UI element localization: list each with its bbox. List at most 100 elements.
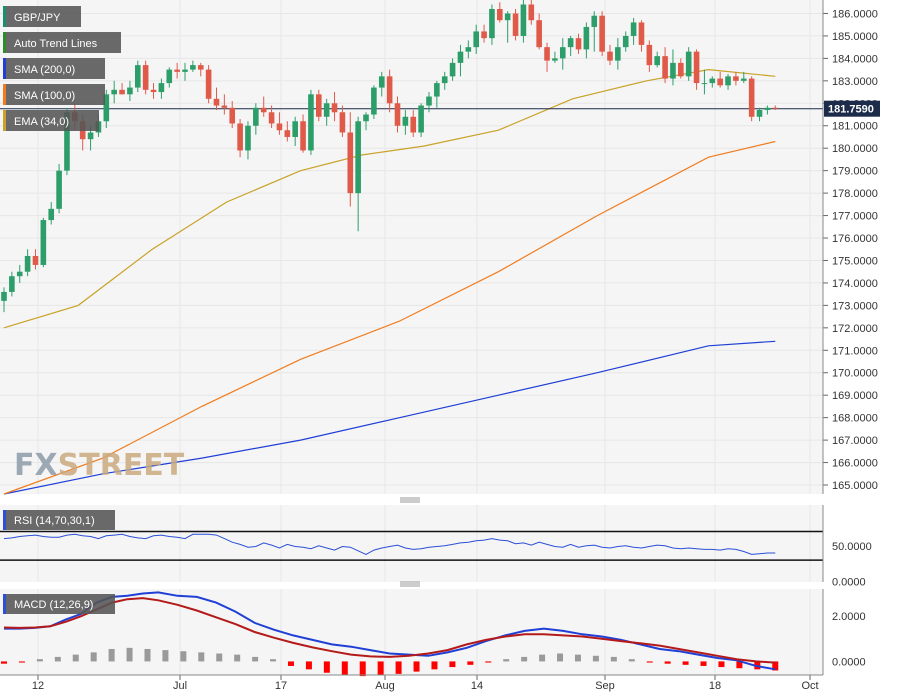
candle-body: [441, 76, 448, 84]
macd-histogram-bar: [108, 648, 115, 662]
candle-body: [520, 4, 527, 36]
price-tick-label: 176.0000: [832, 233, 878, 245]
candle-body: [24, 255, 31, 272]
candle-body: [733, 76, 739, 81]
candle-body: [426, 96, 432, 106]
candle-body: [197, 65, 204, 70]
candle-body: [292, 121, 298, 137]
last-price-label: 181.7590: [828, 104, 874, 116]
candle-body: [205, 69, 212, 99]
macd-histogram-bar: [521, 656, 528, 662]
legend-box: [3, 58, 105, 79]
candle-body: [725, 76, 731, 86]
candle-body: [245, 125, 251, 151]
candle-body: [119, 89, 125, 95]
price-tick-label: 171.0000: [832, 345, 878, 357]
candle-body: [630, 22, 637, 36]
candle-body: [528, 4, 535, 21]
candle-body: [48, 208, 55, 221]
candle-body: [678, 62, 684, 77]
price-tick-label: 168.0000: [832, 413, 878, 425]
macd-histogram-bar: [485, 661, 492, 663]
candle-body: [127, 87, 133, 95]
candle-body: [103, 94, 110, 122]
macd-histogram-bar: [574, 654, 581, 662]
candle-body: [331, 103, 338, 113]
legend-item[interactable]: EMA (34,0): [3, 110, 99, 131]
price-tick-label: 174.0000: [832, 278, 878, 290]
price-tick-label: 179.0000: [832, 166, 878, 178]
candle-body: [221, 105, 228, 108]
macd-histogram-bar: [72, 654, 79, 662]
legend-item[interactable]: GBP/JPY: [3, 6, 81, 27]
candle-body: [670, 62, 676, 79]
price-tick-label: 186.0000: [832, 8, 878, 20]
macd-histogram-bar: [252, 656, 259, 662]
macd-histogram-bar: [700, 661, 707, 666]
macd-histogram-bar: [503, 659, 510, 662]
legend-item[interactable]: SMA (200,0): [3, 58, 105, 79]
candle-body: [489, 8, 495, 39]
price-tick-label: 181.0000: [832, 121, 878, 133]
candle-body: [300, 121, 306, 151]
time-tick-label: 17: [275, 680, 287, 692]
legend-swatch: [3, 32, 6, 53]
candle-body: [190, 65, 196, 70]
macd-histogram-bar: [664, 661, 671, 664]
macd-histogram-bar: [36, 659, 43, 662]
candle-body: [40, 220, 47, 265]
macd-histogram-bar: [54, 656, 61, 662]
time-tick-label: Aug: [375, 680, 395, 692]
series-line-sma-1: [3, 140, 776, 495]
macd-histogram-bar: [270, 659, 277, 662]
candle-body: [536, 20, 542, 48]
price-tick-label: 184.0000: [832, 53, 878, 65]
candle-body: [87, 132, 94, 140]
rsi-panel-bg: [0, 505, 823, 582]
legend-label: SMA (100,0): [14, 90, 75, 102]
candle-body: [378, 76, 385, 88]
macd-histogram-bar: [646, 661, 653, 663]
candle-body: [394, 103, 401, 126]
macd-resize-handle[interactable]: [400, 581, 420, 587]
candle-body: [355, 121, 361, 194]
candle-body: [229, 107, 236, 124]
macd-histogram-bar: [234, 654, 241, 662]
price-tick-label: 167.0000: [832, 435, 878, 447]
time-tick-label: Jul: [173, 680, 187, 692]
rsi-resize-handle[interactable]: [400, 497, 420, 503]
candle-body: [607, 51, 613, 61]
candle-body: [347, 132, 354, 194]
candle-body: [316, 94, 322, 117]
candle-body: [512, 13, 519, 36]
candle-body: [481, 31, 487, 39]
macd-histogram-bar: [395, 661, 402, 674]
series-line-sma-0: [3, 340, 776, 495]
candle-body: [134, 65, 141, 88]
legend-item[interactable]: Auto Trend Lines: [3, 32, 121, 53]
last-price-marker: 181.7590: [824, 100, 880, 117]
candle-body: [158, 83, 165, 93]
candle-body: [284, 130, 291, 137]
candle-body: [457, 51, 464, 63]
macd-histogram-bar: [90, 652, 97, 662]
legend-label: Auto Trend Lines: [14, 38, 98, 50]
macd-histogram-bar: [287, 661, 294, 666]
legend-box: [3, 32, 121, 53]
macd-histogram-bar: [682, 661, 689, 665]
legend-label: SMA (200,0): [14, 64, 75, 76]
macd-histogram-bar: [144, 648, 151, 662]
macd-histogram-bar: [359, 661, 366, 677]
candle-body: [622, 35, 629, 48]
rsi-tick-label: 0.0000: [832, 577, 866, 589]
macd-histogram-bar: [216, 653, 223, 662]
legend-item[interactable]: SMA (100,0): [3, 84, 105, 105]
candle-body: [662, 56, 668, 79]
rsi-label-box[interactable]: RSI (14,70,30,1): [3, 510, 115, 530]
candle-body: [386, 76, 393, 104]
legend-swatch: [3, 84, 6, 105]
macd-histogram-bar: [126, 647, 133, 662]
macd-label-box[interactable]: MACD (12,26,9): [3, 594, 115, 614]
macd-histogram-bar: [305, 661, 312, 670]
